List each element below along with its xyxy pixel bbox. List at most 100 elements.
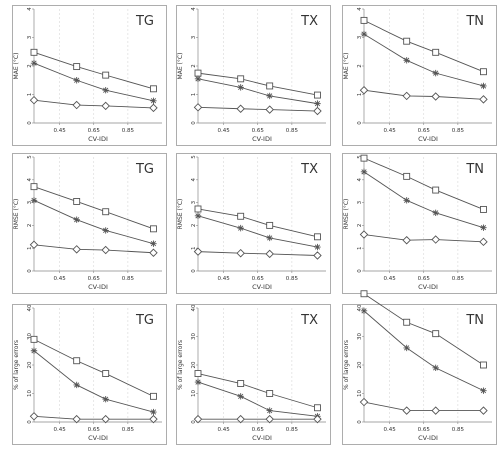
panel-title: TN xyxy=(465,14,484,29)
data-point-square xyxy=(432,330,440,338)
x-tick-label: 0.45 xyxy=(217,276,230,282)
y-tick-label: 1 xyxy=(27,93,33,97)
series-line-diamond xyxy=(197,106,318,112)
panel-title: TX xyxy=(300,162,318,177)
y-tick-label: 5 xyxy=(191,155,197,159)
y-tick-label: 1 xyxy=(357,246,363,250)
x-tick-label: 0.45 xyxy=(53,276,66,282)
y-tick-label: 2 xyxy=(191,64,197,68)
x-tick-label: 0.45 xyxy=(217,128,230,134)
data-point-star xyxy=(73,381,80,389)
data-point-square xyxy=(73,357,81,365)
y-tick-label: 30 xyxy=(357,333,363,340)
y-tick-label: 10 xyxy=(27,390,33,397)
x-axis-label: CV-IDI xyxy=(418,434,438,442)
panel-border xyxy=(342,304,497,445)
data-point-star xyxy=(360,30,368,38)
data-point-star xyxy=(360,168,368,176)
y-tick-label: 20 xyxy=(357,361,363,368)
data-point-square xyxy=(432,186,440,194)
y-tick-label: 40 xyxy=(191,304,197,311)
data-point-square xyxy=(150,392,157,400)
y-tick-label: 1 xyxy=(27,246,33,250)
x-tick-label: 0.85 xyxy=(122,427,135,433)
series-line-diamond xyxy=(33,415,154,420)
x-axis-label: CV-IDI xyxy=(88,434,108,442)
data-point-diamond xyxy=(193,414,203,424)
data-point-star xyxy=(314,100,321,107)
panel-title: TX xyxy=(300,313,318,328)
y-tick-label: 0 xyxy=(357,269,363,273)
data-point-diamond xyxy=(359,230,369,239)
data-point-square xyxy=(432,48,440,56)
data-point-star xyxy=(237,393,244,400)
data-point-star xyxy=(432,209,439,217)
panel-title: TX xyxy=(300,14,318,29)
series-line-diamond xyxy=(363,89,484,100)
data-point-diamond xyxy=(29,240,39,250)
y-tick-label: 10 xyxy=(191,390,197,397)
data-point-square xyxy=(314,404,321,412)
series-line-diamond xyxy=(197,251,318,256)
series-line-star xyxy=(33,350,154,413)
data-point-diamond xyxy=(359,85,369,95)
data-point-star xyxy=(480,224,487,231)
y-tick-label: 20 xyxy=(191,361,197,368)
panel-border xyxy=(342,153,497,294)
x-tick-label: 0.85 xyxy=(452,427,465,433)
data-point-diamond xyxy=(402,406,411,415)
data-point-square xyxy=(403,172,411,180)
data-point-square xyxy=(30,183,38,191)
x-tick-label: 0.65 xyxy=(252,276,265,282)
data-point-star xyxy=(194,75,202,83)
y-axis-label: MAE (°C) xyxy=(177,53,184,80)
data-point-square xyxy=(266,221,274,229)
x-tick-label: 0.85 xyxy=(286,128,299,134)
data-point-diamond xyxy=(402,91,411,101)
panel-border xyxy=(12,304,167,445)
series-line-square xyxy=(33,338,154,397)
panel-border xyxy=(342,5,497,146)
series-line-square xyxy=(363,19,484,73)
data-point-diamond xyxy=(101,414,110,424)
data-point-square xyxy=(237,380,245,387)
y-tick-label: 4 xyxy=(191,178,197,182)
series-line-star xyxy=(33,62,154,102)
data-point-square xyxy=(30,48,38,56)
data-point-diamond xyxy=(101,245,110,255)
series-line-square xyxy=(197,373,318,409)
y-tick-label: 30 xyxy=(191,333,197,340)
data-point-diamond xyxy=(431,235,440,244)
data-point-diamond xyxy=(402,235,411,245)
data-point-square xyxy=(194,370,202,377)
series-line-star xyxy=(363,171,484,229)
x-axis-label: CV-IDI xyxy=(252,135,272,143)
data-point-star xyxy=(102,87,109,94)
data-point-diamond xyxy=(479,237,488,247)
x-tick-label: 0.85 xyxy=(452,276,465,282)
y-tick-label: 3 xyxy=(191,35,197,39)
data-point-square xyxy=(194,69,202,77)
data-point-diamond xyxy=(149,414,158,424)
y-tick-label: 5 xyxy=(27,155,33,159)
data-point-star xyxy=(266,234,273,242)
series-line-square xyxy=(197,72,318,96)
y-tick-label: 10 xyxy=(357,390,363,397)
panel-tn-2: 0 1 2 3 4 5 0.45 0.65 0.85 CV-IDI RMSE (°C) TN xyxy=(342,153,497,294)
x-tick-label: 0.85 xyxy=(286,427,299,433)
series-line-star xyxy=(197,78,318,105)
series-line-diamond xyxy=(363,234,484,243)
y-axis-label: % of large errors xyxy=(343,340,350,390)
y-tick-label: 2 xyxy=(27,224,33,228)
panel-title: TG xyxy=(135,162,154,177)
y-tick-label: 4 xyxy=(357,7,363,11)
series-line-square xyxy=(363,157,484,210)
data-point-square xyxy=(150,225,157,233)
data-point-star xyxy=(194,212,202,220)
y-tick-label: 0 xyxy=(191,420,197,424)
data-point-star xyxy=(266,407,273,414)
x-tick-label: 0.65 xyxy=(418,427,431,433)
panel-border xyxy=(12,5,167,146)
y-tick-label: 2 xyxy=(357,64,363,68)
